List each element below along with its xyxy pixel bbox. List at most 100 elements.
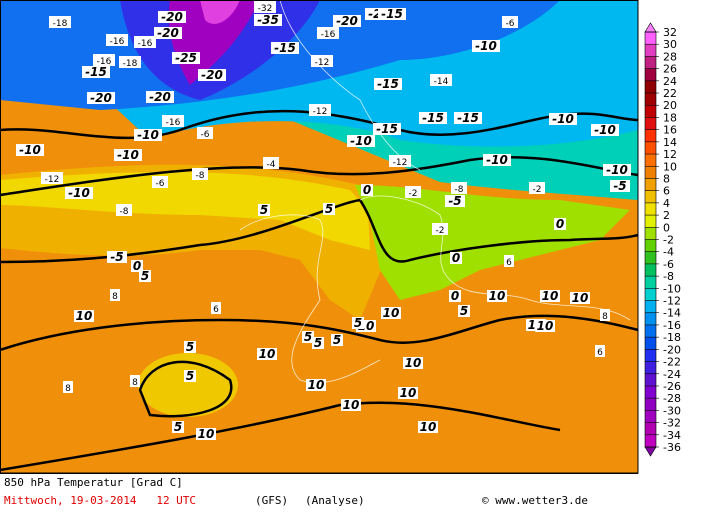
contour-label: 10 (403, 356, 423, 370)
contour-label-box (458, 305, 470, 317)
colorbar-label: -32 (663, 417, 681, 430)
colorbar-label: -8 (663, 270, 674, 283)
contour-label: -6 (502, 16, 518, 29)
contour-label-box (263, 157, 279, 169)
contour-label: 8 (600, 309, 610, 322)
contour-label-text: 6 (597, 348, 603, 358)
contour-label: -8 (451, 182, 467, 195)
region-cool (355, 185, 630, 300)
contour-label: 10 (381, 306, 401, 320)
contour-label-text: 6 (506, 258, 512, 268)
contour-label-box (87, 92, 115, 104)
contour-label: -20 (87, 91, 115, 105)
contour-label: -10 (114, 148, 142, 162)
contour-label: 5 (312, 336, 324, 350)
contour-label-text: 10 (198, 427, 215, 441)
contour-label: 0 (450, 251, 462, 265)
contour-label: -14 (430, 74, 452, 87)
contour-label-text: 10 (489, 289, 506, 303)
contour-label-box (82, 66, 110, 78)
contour-label-box (162, 115, 184, 127)
contour-label-text: -8 (120, 207, 129, 217)
contour-label-box (432, 223, 448, 235)
contour-label-text: -8 (455, 185, 464, 195)
colorbar-label: -2 (663, 234, 674, 247)
contour-label-text: -10 (606, 163, 628, 177)
contour-label-text: -15 (376, 122, 398, 136)
contour-label-box (600, 309, 610, 321)
contour-label-box (134, 36, 156, 48)
contour-label-box (450, 252, 462, 264)
contour-label-text: -8 (196, 171, 205, 181)
contour-label-text: 5 (141, 269, 149, 283)
colorbar-label: -16 (663, 319, 681, 332)
contour-label-text: -2 (409, 189, 418, 199)
contour-label-box (197, 127, 213, 139)
contour-label-text: 5 (460, 304, 468, 318)
contour-label-text: 8 (602, 312, 608, 322)
contour-label-box (257, 348, 277, 360)
contour-label-box (333, 15, 361, 27)
contour-label-text: 5 (186, 369, 194, 383)
contour-label: 5 (184, 340, 196, 354)
footer-credit: © www.wetter3.de (482, 494, 588, 507)
contour-label-box (445, 195, 465, 207)
contour-label: -8 (116, 204, 132, 217)
contour-label-box (106, 34, 128, 46)
contour-label-text: 8 (112, 292, 118, 302)
colorbar-label: 26 (663, 63, 677, 76)
contour-label-box (309, 104, 331, 116)
colorbar-label: -20 (663, 343, 681, 356)
contour-label: -32 (254, 1, 276, 14)
footer-date: Mittwoch, 19-03-2014 12 UTC (4, 494, 196, 507)
contour-label-box (540, 290, 560, 302)
colorbar-label: 28 (663, 50, 677, 63)
colorbar-label: 6 (663, 185, 670, 198)
colorbar-band (645, 141, 656, 155)
contour-label: -15 (271, 41, 299, 55)
contour-label-text: 0 (363, 183, 371, 197)
contour-label: -12 (389, 155, 411, 168)
contour-label-box (361, 184, 373, 196)
colorbar-label: 24 (663, 75, 677, 88)
colorbar-band (645, 288, 656, 301)
colorbar-label: 0 (663, 221, 670, 234)
contour-label-text: -6 (506, 19, 515, 29)
contour-label-box (312, 337, 324, 349)
colorbar-label: -34 (663, 429, 681, 442)
colorbar-band (645, 202, 656, 216)
contour-label-text: 0 (556, 217, 564, 231)
contour-label-box (254, 14, 282, 26)
contour-label-box (504, 255, 514, 267)
colorbar-label: -4 (663, 246, 674, 259)
contour-label: -15 (374, 77, 402, 91)
contour-label-text: -20 (90, 91, 112, 105)
colorbar-band (645, 263, 656, 277)
contour-label-text: -15 (377, 77, 399, 91)
contour-label-text: 5 (304, 330, 312, 344)
contour-label-text: -14 (434, 77, 449, 87)
contour-label: -10 (549, 112, 577, 126)
colorbar-band (645, 398, 656, 411)
contour-label-box (41, 172, 63, 184)
contour-label: -5 (107, 250, 127, 264)
colorbar-label: -30 (663, 404, 681, 417)
colorbar-band (645, 129, 656, 142)
contour-label-box (549, 113, 577, 125)
contour-label: 5 (331, 333, 343, 347)
contour-label-text: 5 (174, 420, 182, 434)
contour-label-box (116, 204, 132, 216)
colorbar-band (645, 154, 656, 167)
contour-label-text: -10 (552, 112, 574, 126)
contour-label: 5 (302, 330, 314, 344)
colorbar-label: 18 (663, 111, 677, 124)
contour-label-text: -5 (110, 250, 123, 264)
contour-label: -6 (152, 176, 168, 189)
contour-label-text: -12 (393, 158, 408, 168)
contour-label: 5 (258, 203, 270, 217)
contour-label: 5 (184, 369, 196, 383)
colorbar-label: -14 (663, 307, 681, 320)
colorbar-band (645, 276, 656, 289)
contour-label-box (483, 154, 511, 166)
contour-label-text: -32 (258, 4, 273, 14)
